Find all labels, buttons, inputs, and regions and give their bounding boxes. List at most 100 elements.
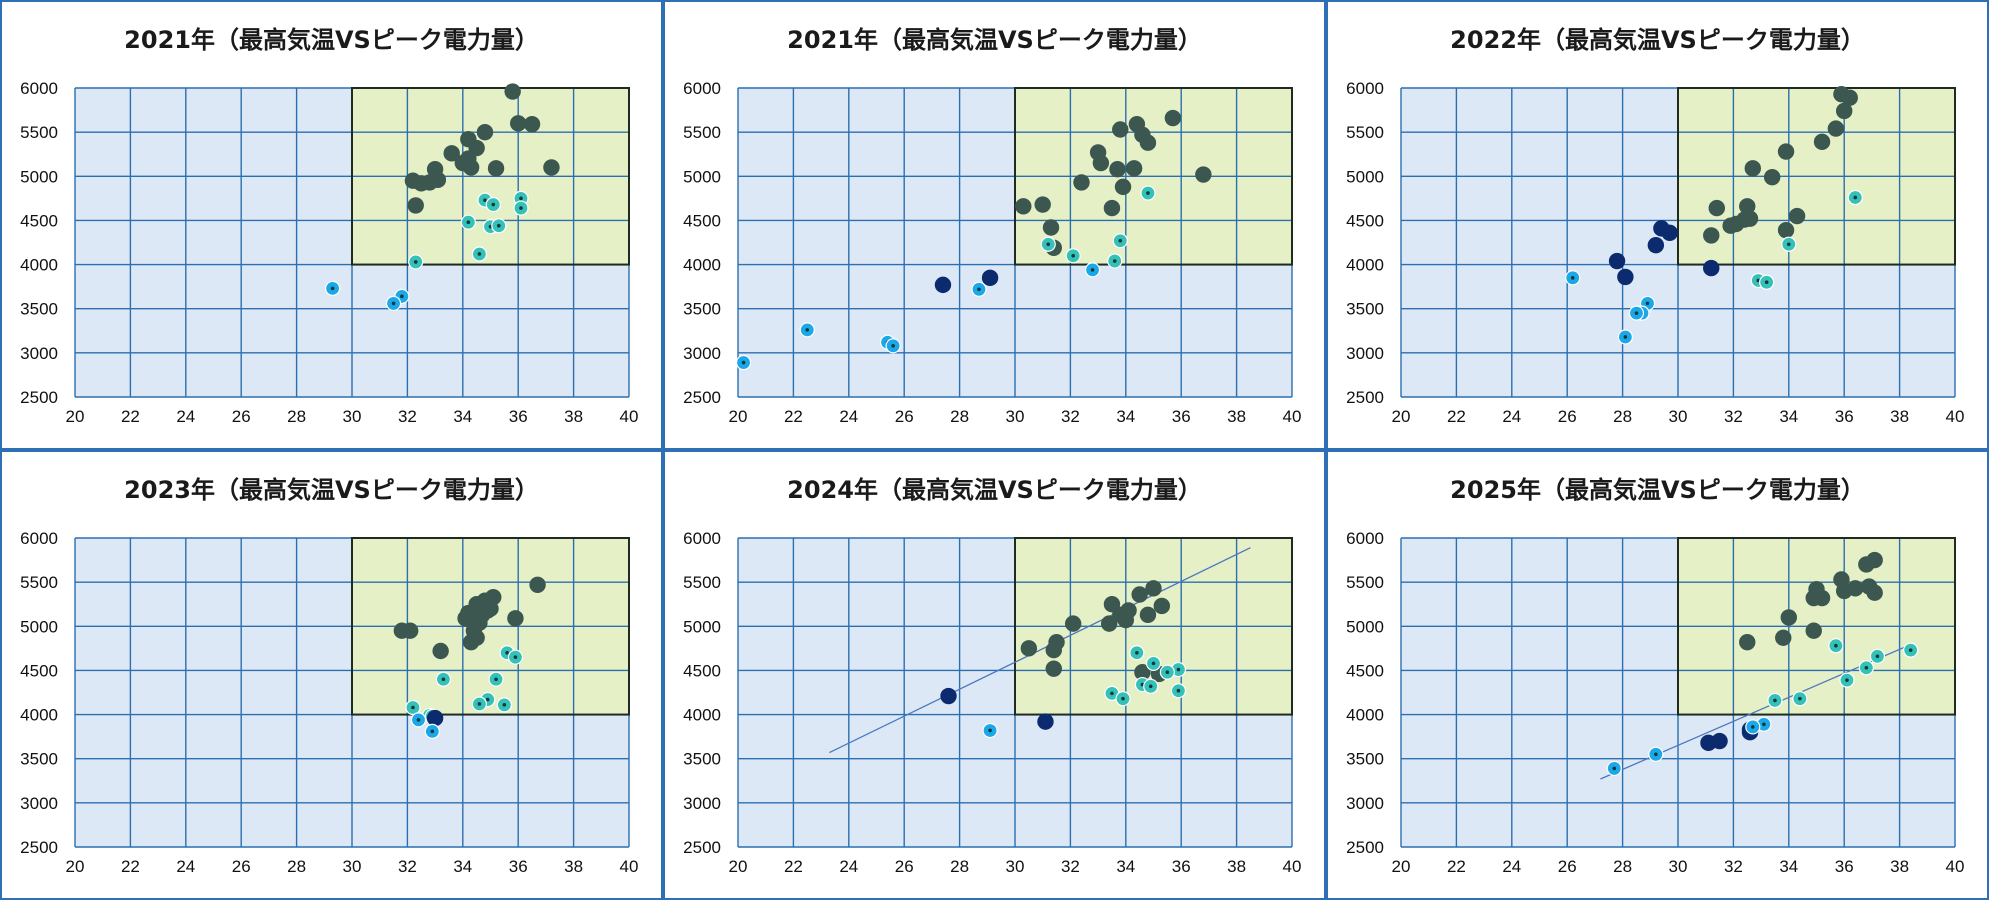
data-point [1805,622,1822,639]
data-point-core [513,655,518,659]
chart-title: 2022年（最高気温VSピーク電力量） [1450,26,1865,54]
data-point-core [1787,242,1791,247]
data-point [1153,597,1171,615]
y-tick-label: 5500 [1346,573,1384,592]
x-tick-label: 34 [1779,857,1798,876]
data-point-core [1834,643,1838,648]
x-tick-label: 28 [1613,857,1632,876]
y-tick-label: 5000 [1346,167,1384,186]
data-point [523,115,541,133]
data-point [1045,660,1062,677]
data-point-core [1645,301,1650,306]
data-point [1134,663,1151,681]
data-point-core [413,260,418,264]
data-point [407,197,424,214]
data-point-core [411,705,415,710]
data-point [1700,734,1717,752]
data-point-core [391,301,396,306]
x-tick-label: 30 [1006,857,1025,876]
x-tick-label: 26 [895,857,914,876]
data-point-core [1654,752,1658,757]
x-tick-label: 28 [287,407,306,426]
x-tick-label: 34 [1779,407,1798,426]
x-tick-label: 36 [509,407,528,426]
y-tick-label: 5000 [683,167,721,186]
scatter-chart-4: 2023年（最高気温VSピーク電力量） 20 22 24 26 28 30 32 34 36 38 4… [0,450,663,900]
data-point-core [1634,311,1639,315]
x-tick-label: 34 [1116,407,1135,426]
y-tick-label: 6000 [683,79,721,98]
y-tick-label: 2500 [20,838,58,857]
y-tick-label: 3000 [20,344,58,363]
x-tick-label: 20 [1392,407,1411,426]
data-point [1015,198,1032,215]
data-point-core [1121,696,1125,701]
data-point-core [441,677,446,682]
data-point [1034,196,1051,213]
data-point [1780,609,1797,626]
data-point [1073,174,1090,191]
y-tick-label: 3500 [20,300,58,319]
x-tick-label: 26 [232,857,251,876]
highlight-zone-border [1677,537,1956,716]
y-tick-label: 4000 [20,706,58,725]
y-tick-label: 2500 [683,388,721,407]
x-tick-label: 32 [1061,407,1080,426]
x-tick-label: 38 [1227,857,1246,876]
data-point [510,115,527,132]
data-point-core [477,252,482,256]
data-point-core [891,343,895,348]
data-point-core [1148,684,1153,689]
data-point-core [741,360,746,365]
chart-title: 2021年（最高気温VSピーク電力量） [124,26,539,54]
data-point [462,633,480,651]
data-point [1042,219,1060,236]
y-tick-label: 4500 [20,211,58,230]
y-tick-label: 6000 [20,79,58,98]
x-tick-label: 22 [784,407,803,426]
chart-title: 2023年（最高気温VSピーク電力量） [124,476,539,504]
data-point-core [1750,725,1755,729]
data-point [1813,589,1831,607]
data-point [1777,221,1795,239]
y-tick-label: 5000 [1346,617,1384,636]
data-point-core [1118,238,1123,243]
data-point [981,269,999,287]
x-tick-label: 36 [1172,407,1191,426]
data-point [1661,224,1678,241]
x-tick-label: 36 [1172,857,1191,876]
data-point-core [1046,242,1051,247]
data-point-core [1071,253,1075,258]
highlight-zone-border [1014,87,1293,266]
y-tick-label: 5000 [683,617,721,636]
data-point-core [519,206,523,210]
scatter-chart-5: 2024年（最高気温VSピーク電力量） 20 22 24 26 28 30 32 34 36 38 4… [663,450,1326,900]
x-tick-label: 34 [453,857,472,876]
x-tick-label: 32 [1061,857,1080,876]
y-tick-label: 4000 [683,256,721,275]
y-tick-label: 6000 [1346,529,1384,548]
y-tick-label: 3000 [1346,344,1384,363]
x-tick-label: 30 [1669,857,1688,876]
y-tick-label: 6000 [683,529,721,548]
data-point-core [502,703,507,707]
x-tick-label: 32 [1724,407,1743,426]
data-point-core [805,328,810,332]
data-point [1045,641,1062,659]
data-point-core [1112,259,1117,263]
x-tick-label: 20 [729,857,748,876]
x-tick-label: 22 [1447,407,1466,426]
data-point [1608,252,1626,270]
data-point-core [988,728,992,733]
data-point [1109,161,1126,178]
data-point [1836,102,1853,120]
x-tick-label: 30 [343,857,362,876]
x-tick-label: 20 [1392,857,1411,876]
y-tick-label: 2500 [1346,838,1384,857]
y-tick-label: 3000 [683,794,721,813]
data-point-core [330,286,335,291]
data-point [1164,109,1182,127]
data-point [1114,178,1132,196]
chart-title: 2021年（最高気温VSピーク電力量） [787,26,1202,54]
highlight-zone-border [1677,87,1956,266]
